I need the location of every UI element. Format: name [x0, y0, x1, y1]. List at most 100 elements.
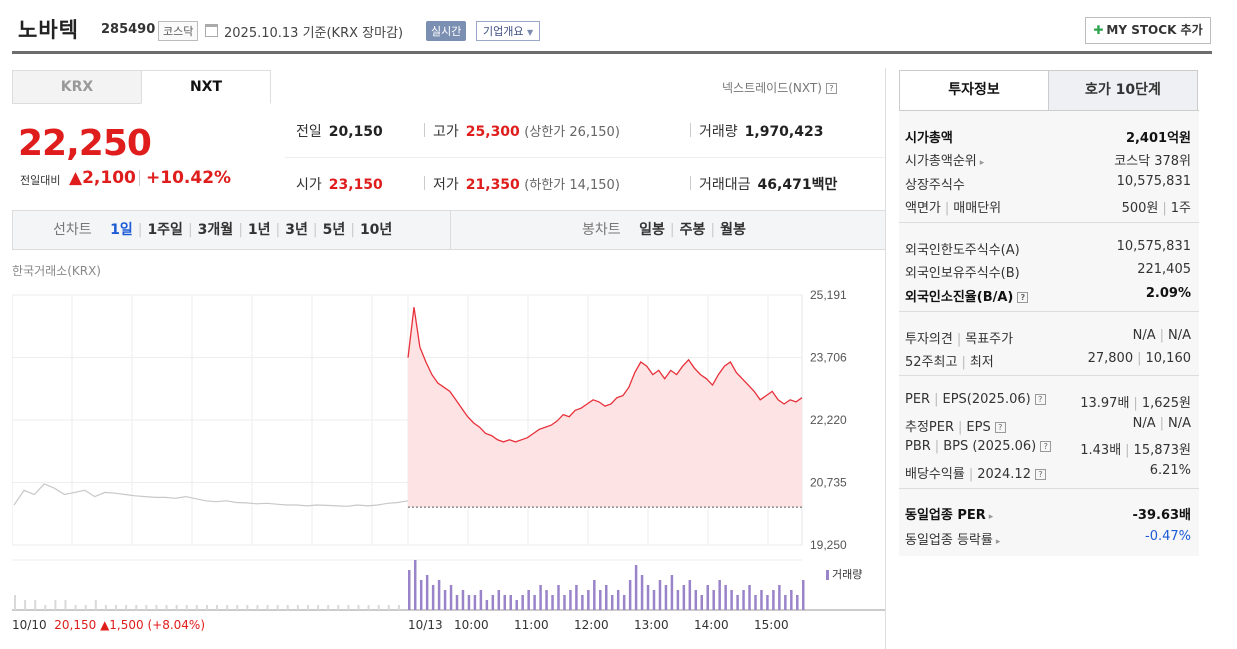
invest-label: 52주최고 | 최저	[905, 355, 994, 370]
volume-bar	[473, 595, 477, 610]
corp-info-dropdown[interactable]: 기업개요 ▼	[476, 21, 541, 41]
help-icon[interactable]: ?	[1017, 292, 1029, 303]
divider	[690, 176, 691, 190]
prev-change: ▲1,500 (+8.04%)	[100, 618, 205, 632]
stat-high-label: 고가	[433, 124, 459, 140]
volume-bar	[306, 605, 309, 610]
y-tick-label: 23,706	[810, 351, 847, 365]
help-icon[interactable]: ?	[1040, 441, 1052, 452]
price-chart[interactable]: 25,191 23,706 22,220 20,735 19,250	[12, 280, 886, 615]
volume-bar	[569, 590, 572, 610]
period-button[interactable]: 3년	[285, 222, 308, 238]
invest-label: 동일업종 등락률 ▸	[905, 533, 1001, 548]
invest-row: 투자의견 | 목표주가 N/A | N/A	[905, 328, 1191, 348]
invest-label: PER | EPS(2025.06)?	[905, 392, 1046, 407]
divider	[285, 157, 885, 158]
tab-krx[interactable]: KRX	[12, 70, 142, 104]
volume-bar	[652, 590, 656, 610]
invest-value: -39.63배	[1132, 508, 1191, 523]
stat-prev-label: 전일	[296, 124, 322, 140]
period-button[interactable]: 1주일	[147, 222, 183, 238]
invest-label: 외국인한도주식수(A)	[905, 243, 1020, 258]
invest-row: 배당수익률 | 2024.12? 6.21%	[905, 463, 1191, 483]
period-button[interactable]: 10년	[359, 222, 393, 238]
divider	[899, 488, 1199, 489]
stat-high: 고가 25,300 (상한가 26,150)	[433, 121, 620, 141]
market-badge: 코스닥	[158, 21, 199, 41]
x-tick-label: 10:00	[454, 618, 489, 632]
invest-label: 외국인보유주식수(B)	[905, 266, 1020, 281]
mystock-add-button[interactable]: ✚ MY STOCK 추가	[1085, 17, 1211, 44]
help-icon[interactable]: ?	[1034, 394, 1046, 405]
stock-name: 노바텍	[18, 18, 79, 42]
invest-label: 외국인소진율(B/A)?	[905, 286, 1029, 305]
x-tick-label: 11:00	[514, 618, 549, 632]
period-button[interactable]: 일봉	[639, 222, 665, 238]
invest-label: 상장주식수	[905, 178, 965, 193]
tab-invest-info[interactable]: 투자정보	[899, 70, 1049, 111]
volume-bar	[754, 595, 757, 610]
x-tick-label: 14:00	[694, 618, 729, 632]
period-button[interactable]: 1일	[110, 222, 133, 238]
y-tick-label: 22,220	[810, 413, 847, 427]
tab-orderbook[interactable]: 호가 10단계	[1048, 70, 1198, 111]
nextrade-label: 넥스트레이드(NXT)	[722, 81, 822, 95]
help-icon[interactable]: ?	[1034, 469, 1046, 480]
separator: |	[238, 222, 243, 238]
nextrade-link[interactable]: 넥스트레이드(NXT)?	[722, 79, 837, 96]
volume-bar	[94, 600, 97, 610]
change-label: 전일대비	[20, 174, 61, 187]
volume-legend-label: 거래량	[832, 568, 863, 581]
realtime-button[interactable]: 실시간	[426, 21, 467, 41]
prev-price: 20,150	[54, 618, 97, 632]
divider	[899, 311, 1199, 312]
corp-info-label: 기업개요	[483, 25, 524, 38]
tab-nxt[interactable]: NXT	[141, 70, 271, 104]
volume-bar	[479, 590, 483, 610]
invest-row: PBR | BPS (2025.06)? 1.43배 | 15,873원	[905, 439, 1191, 459]
volume-bar	[327, 605, 330, 610]
volume-bar	[387, 605, 390, 610]
volume-bar	[357, 605, 360, 610]
stat-amount-value: 46,471	[757, 177, 812, 193]
help-icon[interactable]: ?	[825, 83, 837, 94]
price-area	[408, 307, 802, 508]
prev-day-info: 10/10 20,150 ▲1,500 (+8.04%)	[12, 618, 205, 632]
period-button[interactable]: 주봉	[679, 222, 706, 238]
invest-row: 상장주식수 10,575,831	[905, 174, 1191, 194]
volume-bar	[461, 590, 465, 610]
volume-bar	[509, 595, 512, 610]
x-tick-label: 13:00	[634, 618, 669, 632]
period-button[interactable]: 월봉	[720, 222, 746, 238]
volume-bar	[700, 595, 704, 610]
stock-header: 노바텍 285490 코스닥 2025.10.13 기준(KRX 장마감) 실시…	[12, 0, 1212, 54]
separator: |	[187, 222, 193, 238]
volume-bar	[431, 585, 435, 610]
period-button[interactable]: 1년	[247, 222, 271, 238]
invest-label: PBR | BPS (2025.06)?	[905, 439, 1052, 454]
divider	[450, 211, 451, 249]
period-button[interactable]: 3개월	[197, 222, 234, 238]
help-icon[interactable]: ?	[994, 422, 1006, 433]
volume-bar	[521, 595, 524, 610]
volume-bar	[337, 605, 340, 610]
volume-bar	[296, 605, 299, 610]
invest-row: 시가총액순위 ▸ 코스닥 378위	[905, 150, 1191, 170]
volume-bar	[491, 595, 495, 610]
period-button[interactable]: 5년	[322, 222, 346, 238]
volume-bar	[784, 595, 787, 610]
volume-bar	[605, 585, 608, 610]
volume-bar	[413, 560, 417, 610]
x-tick-label: 12:00	[574, 618, 609, 632]
volume-bar	[155, 605, 158, 610]
invest-row: 액면가 | 매매단위 500원 | 1주	[905, 197, 1191, 217]
volume-bar	[74, 605, 77, 610]
divider	[899, 222, 1199, 223]
volume-bar	[545, 590, 548, 610]
invest-label: 액면가 | 매매단위	[905, 201, 1002, 216]
stat-open-label: 시가	[296, 177, 322, 193]
exchange-tabs: KRX NXT	[12, 70, 272, 104]
volume-bar	[256, 605, 259, 610]
volume-bar	[748, 585, 751, 610]
candle-chart-periods: 봉차트 일봉 | 주봉 | 월봉	[582, 211, 746, 249]
